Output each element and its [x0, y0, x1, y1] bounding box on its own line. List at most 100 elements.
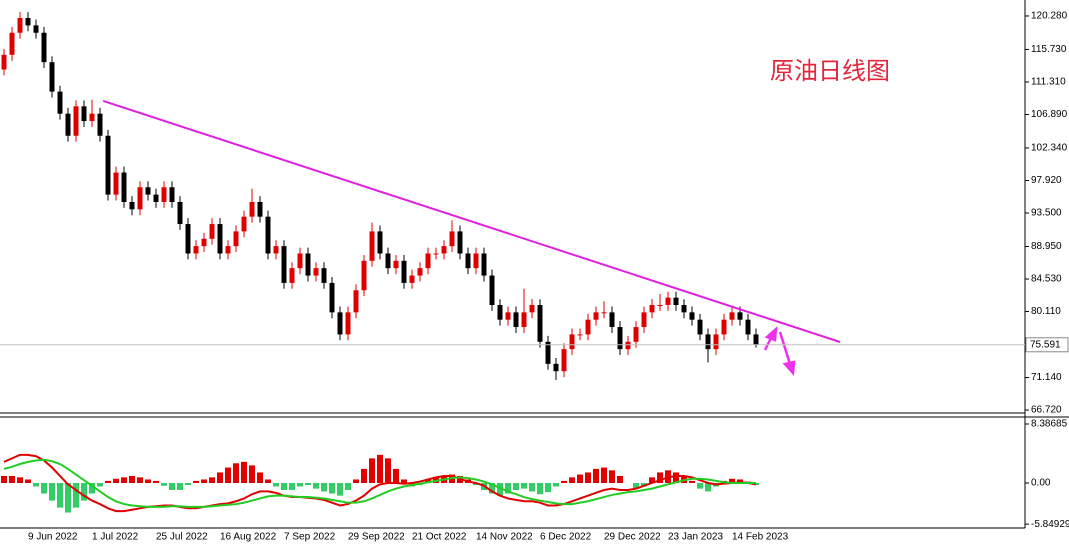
histogram-bar [649, 477, 655, 483]
histogram-bar [9, 475, 15, 483]
candle-body [569, 334, 575, 350]
candle-body [521, 312, 527, 328]
histogram-bar [673, 472, 679, 483]
candle-body [161, 187, 167, 202]
candle-body [753, 334, 759, 345]
indicator-line [3, 458, 756, 508]
candle-body [177, 201, 183, 225]
candle-body [673, 297, 679, 305]
y-tick-label: 88.950 [1031, 241, 1062, 252]
candle-body [577, 334, 583, 336]
histogram-bar [257, 472, 263, 483]
histogram-bar [633, 482, 639, 489]
candle-body [321, 268, 327, 283]
candle-body [281, 246, 287, 283]
candle-body [529, 304, 535, 313]
candle-body [489, 275, 495, 305]
histogram-bar [321, 482, 327, 492]
candle-body [393, 260, 399, 269]
histogram-bar [201, 479, 207, 483]
histogram-bar [345, 482, 351, 491]
x-tick-label: 9 Jun 2022 [28, 532, 78, 543]
candle-body [33, 25, 39, 33]
candle-body [17, 18, 23, 33]
candle-body [289, 268, 295, 283]
histogram-bar [209, 477, 215, 483]
histogram-bar [545, 482, 551, 493]
histogram-bar [729, 478, 735, 483]
candle-body [409, 275, 415, 283]
forecast-arrows [763, 325, 796, 376]
histogram-bar [121, 477, 127, 483]
candle-body [601, 312, 607, 314]
candle-body [377, 231, 383, 254]
candle-body [729, 312, 735, 320]
candle-body [153, 194, 159, 202]
y-tick-label: 93.500 [1031, 208, 1062, 219]
current-price-box [1025, 337, 1069, 353]
histogram-bar [313, 482, 319, 489]
histogram-bar [273, 482, 279, 487]
y-tick-label: 66.720 [1031, 405, 1062, 416]
candle-body [649, 304, 655, 313]
histogram-bar [585, 472, 591, 483]
candle-body [273, 246, 279, 254]
y-tick-label: 0.00 [1031, 478, 1051, 489]
histogram-bar [65, 482, 71, 513]
histogram-bar [129, 475, 135, 483]
histogram-bar [49, 482, 55, 501]
histogram-bar [41, 482, 47, 494]
candle-body [441, 246, 447, 254]
x-tick-label: 29 Sep 2022 [348, 532, 405, 543]
candle-body [329, 282, 335, 313]
histogram-bar [609, 470, 615, 483]
x-tick-label: 6 Dec 2022 [540, 532, 592, 543]
histogram-bar [17, 477, 23, 483]
histogram-bar [225, 467, 231, 483]
histogram-bar [145, 479, 151, 483]
histogram-bar [593, 468, 599, 483]
y-tick-label: 80.110 [1031, 306, 1061, 317]
candle-body [593, 312, 599, 320]
histogram-bar [249, 465, 255, 483]
y-tick-label: 8.38685 [1031, 419, 1068, 430]
y-tick-label: 71.140 [1031, 372, 1062, 383]
candle-body [305, 253, 311, 276]
candle-body [449, 231, 455, 247]
histogram-bar [241, 461, 247, 483]
candle-body [481, 253, 487, 276]
candle-body [633, 327, 639, 342]
histogram-bar [81, 482, 87, 501]
candle-body [369, 231, 375, 261]
candle-body [49, 62, 55, 92]
histogram-bar [233, 463, 239, 483]
candle-body [553, 363, 559, 372]
candle-body [105, 135, 111, 195]
histogram-bar [281, 482, 287, 491]
candle-body [665, 297, 671, 305]
candle-body [497, 304, 503, 320]
y-tick-label: -5.84929 [1031, 519, 1069, 530]
candles [1, 12, 759, 381]
candle-body [433, 253, 439, 255]
candle-body [145, 187, 151, 195]
candle-body [625, 341, 631, 350]
histogram-bar [153, 480, 159, 483]
candle-body [121, 172, 127, 202]
histogram-bar [113, 478, 119, 483]
candle-body [505, 312, 511, 320]
candle-body [401, 260, 407, 283]
candle-body [465, 253, 471, 269]
candle-body [113, 172, 119, 195]
histogram-bar [33, 482, 39, 487]
candle-body [233, 231, 239, 247]
histogram-bar [105, 480, 111, 483]
candle-body [249, 201, 255, 217]
histogram-bar [185, 482, 191, 486]
histogram-bar [377, 454, 383, 483]
candle-body [425, 253, 431, 269]
histogram-bar [89, 482, 95, 494]
candle-body [313, 268, 319, 276]
candle-body [97, 113, 103, 136]
candle-body [217, 224, 223, 254]
